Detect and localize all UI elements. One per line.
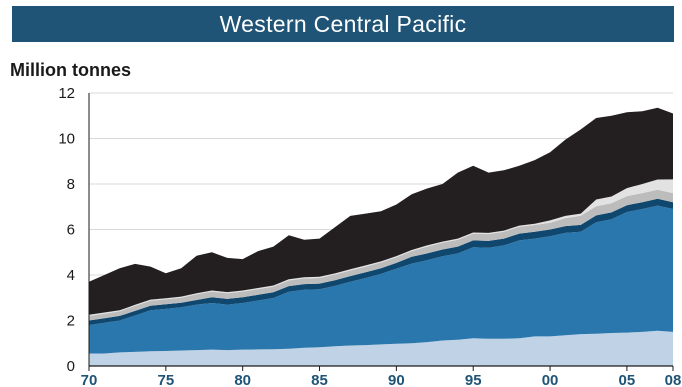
tick-labels: 0 2 4 6 8 10 12 70 75 80 85 90 95 00 05 08 [58,85,681,387]
y-axis-unit-label: Million tonnes [10,60,131,80]
x-tick-label: 05 [619,372,636,387]
y-tick-label: 6 [67,222,75,239]
y-tick-label: 4 [67,267,75,284]
x-tick-label: 00 [542,372,559,387]
area-series-2 [89,205,673,354]
y-tick-label: 10 [58,131,75,148]
area-series-1 [89,330,673,366]
axes [88,93,674,371]
chart-title: Western Central Pacific [219,10,467,37]
x-tick-label: 70 [81,372,98,387]
y-tick-label: 8 [67,176,75,193]
x-tick-label: 75 [157,372,174,387]
y-tick-label: 2 [67,313,75,330]
x-tick-label: 85 [311,372,328,387]
area-series-4 [89,189,673,321]
area-series-3 [89,198,673,326]
x-tick-label: 95 [465,372,482,387]
x-tick-label: 08 [665,372,682,387]
area-series-group [89,107,673,366]
area-series-6 [89,107,673,315]
x-tick-label: 90 [388,372,405,387]
x-tick-label: 80 [234,372,251,387]
y-tick-label: 12 [58,85,75,102]
title-banner: Western Central Pacific [12,6,674,42]
y-tick-label: 0 [67,358,75,375]
